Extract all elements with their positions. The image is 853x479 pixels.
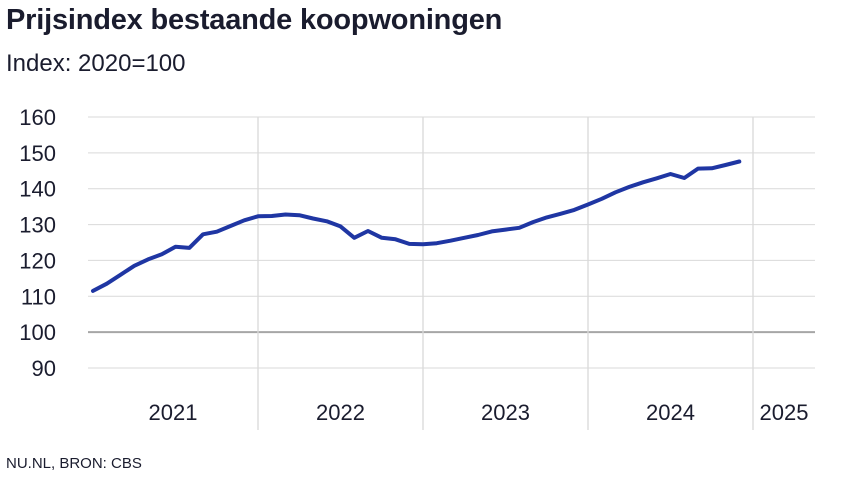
source-note: NU.NL, BRON: CBS [6,455,142,472]
chart-subtitle: Index: 2020=100 [6,50,186,77]
y-tick-label: 130 [19,213,56,238]
y-tick-label: 150 [19,141,56,166]
chart-title: Prijsindex bestaande koopwoningen [6,4,503,36]
x-tick-label: 2024 [646,400,695,425]
y-tick-label: 160 [19,105,56,130]
y-tick-label: 90 [32,356,56,381]
y-tick-label: 110 [21,284,56,309]
x-tick-label: 2022 [316,400,365,425]
x-tick-label: 2021 [149,400,198,425]
x-tick-label: 2025 [760,400,809,425]
series-line [91,159,742,293]
y-tick-label: 100 [19,320,56,345]
y-tick-label: 120 [19,248,56,273]
y-tick-label: 140 [19,177,56,202]
x-tick-label: 2023 [481,400,530,425]
